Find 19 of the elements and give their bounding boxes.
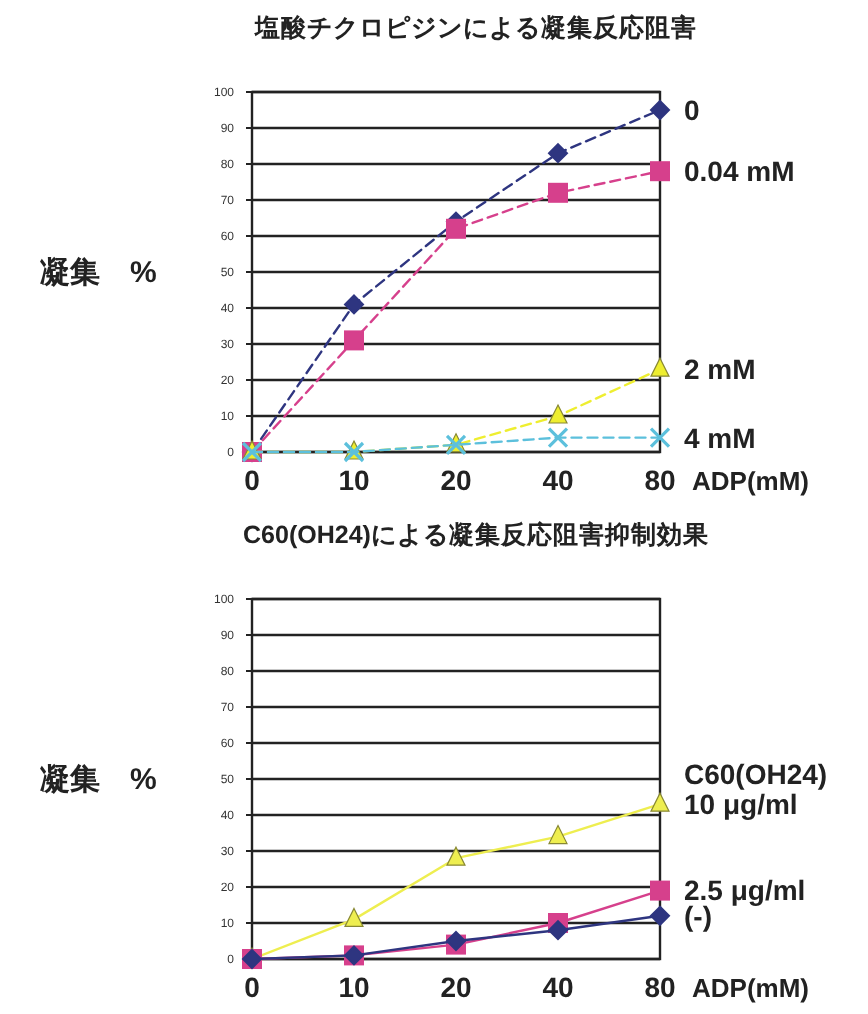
x-axis-title: ADP(mM)	[692, 466, 809, 496]
x-tick-label: 40	[542, 464, 574, 496]
x-tick-label: 80	[644, 971, 676, 1003]
series-label: C60(OH24) 10 μg/ml	[684, 758, 828, 821]
x-tick-label: 20	[440, 464, 472, 496]
chart-title: 塩酸チクロピジンによる凝集反応阻害	[253, 12, 697, 42]
y-axis-title: 凝集 %	[40, 763, 157, 797]
x-tick-label: 10	[338, 464, 370, 496]
series-label: 4 mM	[684, 421, 756, 454]
x-tick-label: 80	[644, 464, 676, 496]
chart-title: C60(OH24)による凝集反応阻害抑制効果	[243, 519, 711, 549]
x-tick-label: 40	[542, 971, 574, 1003]
series-label: 0.04 mM	[684, 155, 795, 188]
x-axis-title: ADP(mM)	[692, 973, 809, 1003]
series-label: 0	[684, 94, 700, 126]
series-label: 2 mM	[684, 353, 756, 386]
x-tick-label: 10	[338, 971, 370, 1003]
y-axis-title: 凝集 %	[40, 256, 157, 290]
x-tick-label: 20	[440, 971, 472, 1003]
